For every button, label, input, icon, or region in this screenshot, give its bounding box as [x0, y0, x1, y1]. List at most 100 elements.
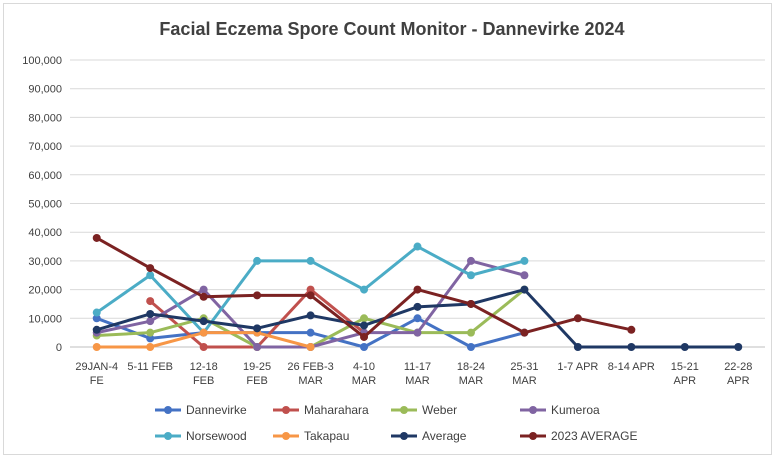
legend-swatch-marker [400, 432, 408, 440]
legend-swatch-marker [529, 406, 537, 414]
data-point [306, 343, 315, 351]
x-tick-label: MAR [405, 375, 430, 387]
legend-label: Kumeroa [551, 403, 600, 417]
series-average [92, 285, 743, 351]
legend-item: Weber [391, 403, 457, 417]
y-tick-label: 30,000 [28, 256, 62, 268]
y-tick-label: 60,000 [28, 170, 62, 182]
data-point [146, 317, 155, 326]
legend-label: Maharahara [304, 403, 369, 417]
data-point [199, 328, 208, 337]
data-point [199, 317, 208, 326]
x-tick-label: 29JAN-4 [75, 361, 118, 373]
x-tick-label: APR [727, 375, 750, 387]
data-point [199, 285, 208, 294]
data-point [360, 332, 369, 341]
data-point [413, 302, 422, 311]
data-point [146, 264, 155, 273]
x-tick-label: 26 FEB-3 [287, 361, 333, 373]
data-point [92, 314, 101, 323]
legend-swatch-marker [164, 406, 172, 414]
x-tick-label: 25-31 [510, 361, 538, 373]
legend: Dannevirke Maharahara Weber Kumeroa Norsewoo… [155, 403, 638, 443]
data-point [627, 343, 636, 351]
data-point [520, 328, 529, 337]
data-point [92, 308, 101, 317]
legend-label: Norsewood [186, 429, 247, 443]
data-point [413, 285, 422, 294]
legend-swatch-marker [282, 432, 290, 440]
data-point [413, 242, 422, 251]
data-point [199, 292, 208, 301]
legend-label: Average [422, 429, 467, 443]
legend-label: 2023 AVERAGE [551, 429, 638, 443]
x-tick-label: MAR [459, 375, 484, 387]
data-point [466, 299, 475, 308]
data-point [253, 291, 262, 300]
data-point [360, 285, 369, 294]
data-point [413, 314, 422, 323]
legend-item: 2023 AVERAGE [520, 429, 638, 443]
data-point [360, 321, 369, 330]
data-point [466, 343, 475, 351]
x-tick-label: MAR [298, 375, 323, 387]
data-point [360, 343, 369, 351]
y-tick-label: 40,000 [28, 227, 62, 239]
x-tick-label: 18-24 [457, 361, 485, 373]
y-tick-label: 10,000 [28, 313, 62, 325]
y-tick-label: 80,000 [28, 112, 62, 124]
x-tick-label: MAR [352, 375, 377, 387]
legend-label: Dannevirke [186, 403, 247, 417]
data-point [520, 271, 529, 280]
legend-label: Weber [422, 403, 457, 417]
x-tick-label: FE [90, 375, 104, 387]
data-point [146, 309, 155, 318]
x-tick-label: 11-17 [404, 361, 431, 373]
x-axis-ticks: 29JAN-4 FE 5-11 FEB 12-18 FEB 19-25 FEB 26 FEB-… [75, 361, 752, 387]
legend-swatch-marker [282, 406, 290, 414]
x-tick-label: FEB [193, 375, 214, 387]
legend-item: Kumeroa [520, 403, 600, 417]
x-tick-label: 15-21 [671, 361, 699, 373]
x-tick-label: 4-10 [353, 361, 375, 373]
data-point [466, 256, 475, 265]
data-point [306, 328, 315, 337]
data-point [253, 324, 262, 333]
legend-swatch-marker [164, 432, 172, 440]
y-tick-label: 50,000 [28, 199, 62, 211]
legend-item: Dannevirke [155, 403, 247, 417]
y-tick-label: 100,000 [22, 55, 62, 67]
data-point [146, 328, 155, 337]
y-tick-label: 0 [56, 342, 62, 354]
data-point [413, 328, 422, 337]
x-tick-label: 22-28 [724, 361, 752, 373]
x-tick-label: 5-11 FEB [127, 361, 173, 373]
legend-swatch-marker [400, 406, 408, 414]
y-axis-ticks: 0 10,000 20,000 30,000 40,000 50,000 60,000 70,… [22, 55, 62, 354]
data-point [466, 328, 475, 337]
data-point [146, 343, 155, 351]
x-tick-label: 12-18 [190, 361, 218, 373]
data-point [253, 343, 262, 351]
x-tick-label: 19-25 [243, 361, 271, 373]
legend-item: Norsewood [155, 429, 247, 443]
chart-title: Facial Eczema Spore Count Monitor - Dann… [159, 19, 624, 39]
y-tick-label: 90,000 [28, 84, 62, 96]
data-point [680, 343, 689, 351]
data-point [360, 314, 369, 323]
data-point [199, 343, 208, 351]
series-norsewood [92, 242, 529, 337]
y-tick-label: 20,000 [28, 285, 62, 297]
data-point [306, 291, 315, 300]
data-point [734, 343, 743, 351]
data-point [627, 325, 636, 334]
series-2023-average [92, 233, 636, 341]
x-tick-label: FEB [246, 375, 267, 387]
data-point [146, 297, 155, 306]
data-point [520, 285, 529, 294]
x-tick-label: 1-7 APR [557, 361, 598, 373]
data-point [573, 343, 582, 351]
chart-frame [3, 3, 772, 455]
legend-item: Average [391, 429, 467, 443]
legend-item: Maharahara [273, 403, 369, 417]
